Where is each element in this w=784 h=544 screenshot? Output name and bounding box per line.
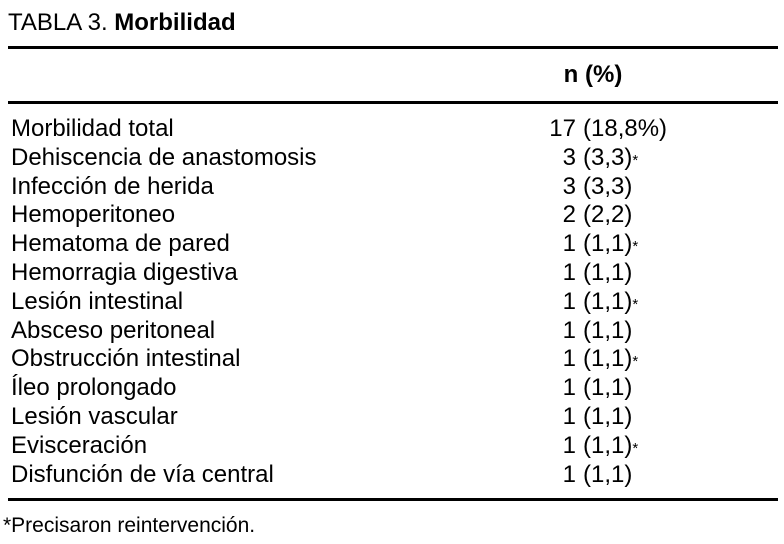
table-body: Morbilidad total 17 (18,8%) Dehiscencia de …: [8, 104, 778, 498]
row-percent: (1,1): [583, 258, 633, 286]
row-label: Lesión intestinal: [11, 287, 184, 315]
row-value: 2 (2,2): [498, 201, 633, 230]
row-label: Disfunción de vía central: [11, 460, 274, 488]
row-count: 1: [562, 402, 576, 430]
row-percent: (1,1): [583, 402, 633, 430]
footnote: *Precisaron reintervención.: [3, 514, 256, 538]
row-count: 3: [562, 172, 576, 200]
row-label: Obstrucción intestinal: [11, 345, 241, 373]
row-label: Absceso peritoneal: [11, 316, 216, 344]
bottom-rule: [8, 498, 778, 502]
row-percent: (2,2): [583, 201, 633, 229]
row-value: 1 (1,1): [498, 374, 633, 403]
row-percent: (1,1): [583, 287, 633, 315]
row-value: 3 (3,3) *: [498, 143, 639, 173]
table-row: Disfunción de vía central 1 (1,1): [8, 461, 778, 490]
row-value: 1 (1,1): [498, 402, 633, 432]
table-title: TABLA 3. Morbilidad: [8, 8, 778, 38]
table-row: Absceso peritoneal 1 (1,1): [8, 317, 778, 346]
row-percent: (1,1): [583, 230, 633, 258]
table-row: Lesión vascular 1 (1,1): [8, 403, 778, 432]
table-row: Hemoperitoneo 2 (2,2): [8, 201, 778, 230]
row-value: 1 (1,1): [498, 258, 633, 288]
row-count: 1: [562, 230, 576, 258]
table-row: Evisceración 1 (1,1) *: [8, 432, 778, 461]
row-count: 1: [562, 345, 576, 373]
table-header-row: n (%): [8, 49, 778, 101]
row-count: 1: [562, 287, 576, 315]
row-value: 17 (18,8%): [498, 115, 667, 144]
top-rule: [8, 46, 778, 49]
table-row: Hemorragia digestiva 1 (1,1): [8, 259, 778, 288]
row-value: 1 (1,1) *: [498, 287, 639, 317]
row-label: Hemorragia digestiva: [11, 258, 238, 286]
row-value: 1 (1,1): [498, 316, 633, 346]
row-value: 1 (1,1) *: [498, 431, 639, 461]
row-label: Hemoperitoneo: [11, 201, 176, 229]
row-percent: (3,3): [583, 172, 633, 200]
table-row: Morbilidad total 17 (18,8%): [8, 115, 778, 144]
row-label: Infección de herida: [11, 172, 214, 200]
row-label: Hematoma de pared: [11, 230, 230, 258]
row-label: Lesión vascular: [11, 402, 178, 430]
row-count: 1: [562, 460, 576, 488]
table-name-label: Morbilidad: [114, 9, 236, 36]
row-count: 1: [562, 258, 576, 286]
row-value: 3 (3,3): [498, 172, 633, 202]
row-value: 1 (1,1) *: [498, 345, 639, 374]
row-count: 3: [562, 143, 576, 171]
row-count: 1: [562, 374, 576, 402]
row-value: 1 (1,1) *: [498, 230, 639, 259]
table-row: Dehiscencia de anastomosis 3 (3,3) *: [8, 144, 778, 173]
row-percent: (1,1): [583, 460, 633, 488]
column-header-n-percent: n (%): [563, 61, 623, 88]
row-count: 1: [562, 431, 576, 459]
row-count: 17: [549, 115, 576, 142]
row-count: 2: [562, 201, 576, 229]
row-label: Morbilidad total: [11, 115, 174, 142]
table-row: Lesión intestinal 1 (1,1) *: [8, 288, 778, 317]
row-count: 1: [562, 316, 576, 344]
row-value: 1 (1,1): [498, 460, 633, 490]
table-row: Infección de herida 3 (3,3): [8, 173, 778, 202]
header-rule: [8, 101, 778, 104]
table-number-label: TABLA 3.: [8, 9, 115, 36]
row-percent: (1,1): [583, 431, 633, 459]
table-row: Íleo prolongado 1 (1,1): [8, 374, 778, 403]
row-percent: (1,1): [583, 345, 633, 373]
table-row: Obstrucción intestinal 1 (1,1) *: [8, 345, 778, 374]
row-percent: (1,1): [583, 374, 633, 402]
row-label: Evisceración: [11, 431, 148, 459]
row-label: Dehiscencia de anastomosis: [11, 143, 317, 171]
row-percent: (3,3): [583, 143, 633, 171]
table-row: Hematoma de pared 1 (1,1) *: [8, 230, 778, 259]
row-label: Íleo prolongado: [11, 374, 177, 402]
row-percent: (1,1): [583, 316, 633, 344]
row-percent: (18,8%): [583, 115, 668, 142]
